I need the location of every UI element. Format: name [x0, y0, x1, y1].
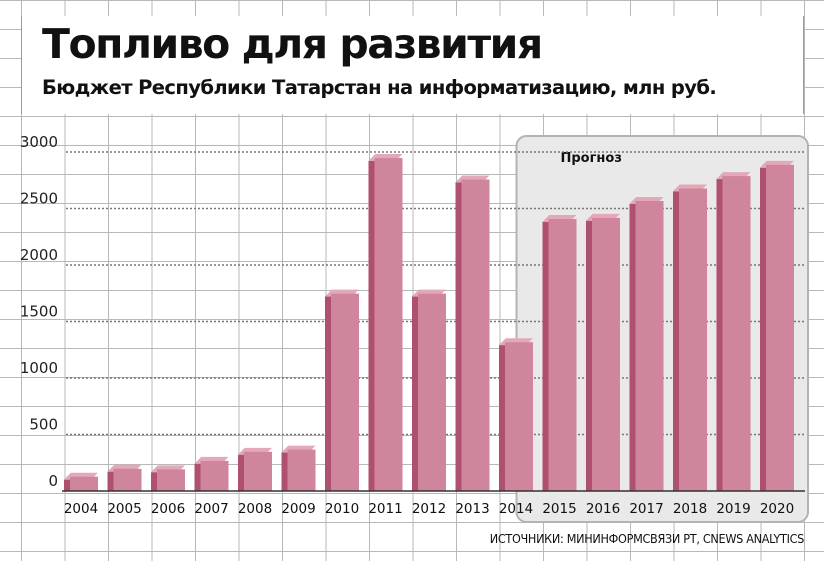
x-tick-label: 2015: [542, 501, 576, 517]
bar: [244, 451, 272, 491]
bar-side: [629, 196, 637, 492]
x-tick-label: 2011: [368, 501, 402, 517]
bar-side: [673, 184, 680, 492]
y-tick-label: 0: [48, 472, 58, 490]
bar-side: [760, 160, 767, 491]
x-tick-label: 2016: [586, 501, 620, 517]
y-tick-label: 1000: [20, 359, 58, 377]
x-tick-label: 2018: [673, 501, 707, 517]
bar: [113, 468, 142, 491]
chart-subtitle: Бюджет Республики Татарстан на информати…: [42, 76, 717, 99]
bar: [200, 460, 229, 491]
forecast-label: Прогноз: [561, 151, 622, 166]
y-tick-label: 1500: [20, 303, 58, 321]
source-note: ИСТОЧНИКИ: МИНИНФОРМСВЯЗИ РТ, CNEWS ANAL…: [489, 531, 805, 546]
bar-side: [194, 456, 202, 491]
bar: [722, 176, 751, 491]
bar-side: [281, 445, 289, 491]
bar: [157, 469, 185, 491]
chart-title: Топливо для развития: [42, 20, 543, 68]
y-tick-label: 3000: [20, 133, 58, 151]
x-tick-label: 2017: [629, 501, 663, 517]
bar: [70, 476, 98, 491]
bar-side: [586, 213, 593, 491]
bar: [766, 164, 794, 491]
y-tick-label: 2500: [20, 190, 58, 208]
x-tick-label: 2007: [194, 501, 228, 517]
bar: [374, 158, 403, 492]
x-tick-label: 2013: [455, 501, 489, 517]
header-panel: Топливо для развития Бюджет Республики Т…: [21, 16, 804, 114]
bar-side: [412, 289, 419, 491]
bar-side: [238, 447, 245, 491]
x-tick-label: 2005: [107, 501, 141, 517]
x-tick-label: 2010: [325, 501, 359, 517]
bar: [635, 200, 664, 492]
bar: [461, 179, 490, 491]
bar-side: [542, 215, 550, 491]
x-tick-label: 2020: [760, 501, 794, 517]
bar: [505, 342, 533, 491]
x-tick-label: 2008: [238, 501, 272, 517]
bar: [331, 293, 359, 491]
x-tick-label: 2004: [64, 501, 98, 517]
bar: [679, 188, 707, 492]
bar-side: [716, 172, 724, 491]
y-tick-label: 500: [29, 416, 58, 434]
x-tick-label: 2014: [499, 501, 533, 517]
bar-side: [499, 338, 506, 491]
bar-side: [368, 154, 376, 492]
x-tick-label: 2006: [151, 501, 185, 517]
x-tick-label: 2009: [281, 501, 315, 517]
x-tick-label: 2012: [412, 501, 446, 517]
bar: [287, 449, 316, 491]
y-tick-label: 2000: [20, 246, 58, 264]
bar: [418, 293, 446, 491]
x-tick-label: 2019: [716, 501, 750, 517]
bar-side: [455, 175, 463, 491]
bar: [548, 219, 577, 491]
bar: [592, 217, 620, 491]
bar-side: [325, 289, 332, 491]
